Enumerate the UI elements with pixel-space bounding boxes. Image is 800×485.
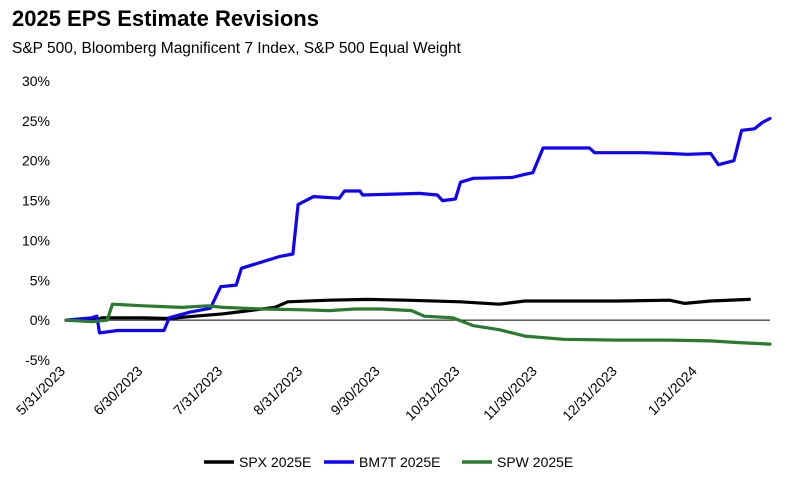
y-tick-label: 0% [30, 312, 50, 328]
x-tick-label: 10/31/2023 [402, 363, 463, 424]
x-tick-label: 11/30/2023 [480, 363, 540, 423]
x-tick-label: 9/30/2023 [327, 363, 383, 419]
y-tick-label: 20% [22, 153, 50, 169]
x-tick-label: 7/31/2023 [170, 363, 226, 419]
x-tick-label: 12/31/2023 [559, 363, 620, 424]
series-line-spw-2025e [64, 302, 772, 346]
y-tick-label: 25% [22, 113, 50, 129]
y-tick-label: 5% [30, 272, 50, 288]
legend-label: SPW 2025E [497, 454, 573, 470]
x-tick-label: 1/31/2024 [645, 363, 701, 419]
y-tick-label: -5% [25, 352, 50, 368]
y-axis: -5% 0% 5% 10% 15% 20% 25% 30% [22, 73, 50, 368]
x-axis: 5/31/2023 6/30/2023 7/31/2023 8/31/2023 9/30… [13, 319, 770, 424]
series-line-bm7t-2025e [64, 116, 772, 335]
x-tick-label: 5/31/2023 [13, 363, 69, 419]
series-line-spx-2025e [64, 297, 751, 322]
y-tick-label: 30% [22, 73, 50, 89]
legend-label: SPX 2025E [239, 454, 311, 470]
x-tick-label: 8/31/2023 [250, 363, 306, 419]
chart-subtitle: S&P 500, Bloomberg Magnificent 7 Index, … [12, 40, 461, 57]
chart-title: 2025 EPS Estimate Revisions [12, 6, 319, 31]
y-tick-label: 15% [22, 193, 50, 209]
y-tick-label: 10% [22, 232, 50, 248]
x-tick-label: 6/30/2023 [90, 363, 146, 419]
legend-label: BM7T 2025E [359, 454, 440, 470]
legend: SPX 2025E BM7T 2025E SPW 2025E [204, 454, 573, 470]
plot-area [64, 116, 772, 346]
